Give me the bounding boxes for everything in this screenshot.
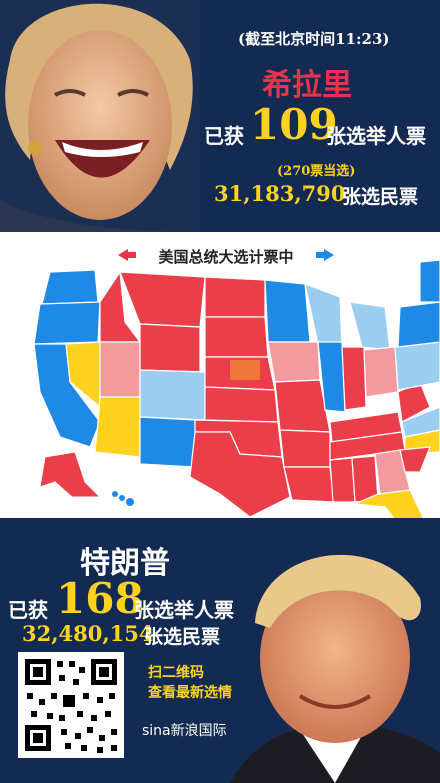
scan-line2: 查看最新选情 [148, 685, 232, 701]
trump-photo [230, 554, 440, 783]
clinton-popular-suffix: 张选民票 [342, 186, 419, 208]
clinton-electoral-prefix: 已获 [204, 124, 244, 148]
time-note: (截至北京时间11:23) [238, 30, 390, 48]
trump-electoral-suffix: 张选举人票 [134, 598, 234, 622]
bottom-panel: 特朗普 已获 168 张选举人票 32,480,154 张选民票 扫二维码 查看… [0, 518, 440, 783]
trump-popular-votes: 32,480,154 [22, 621, 154, 646]
trump-electoral-votes: 168 [56, 574, 144, 623]
clinton-photo [0, 0, 200, 232]
sina-brand: sina新浪国际 [142, 723, 227, 739]
trump-popular-suffix: 张选民票 [144, 626, 221, 648]
clinton-name: 希拉里 [262, 68, 352, 103]
qr-code[interactable] [18, 652, 124, 758]
arrow-right-icon [324, 249, 334, 261]
clinton-electoral-suffix: 张选举人票 [326, 124, 426, 148]
map-panel: 美国总统大选计票中 [0, 232, 440, 518]
top-panel: (截至北京时间11:23) 希拉里 已获 109 张选举人票 (270票当选) … [0, 0, 440, 232]
clinton-popular-votes: 31,183,790 [214, 181, 346, 206]
trump-name: 特朗普 [80, 546, 170, 581]
clinton-electoral-votes: 109 [250, 100, 338, 149]
us-election-map: 美国总统大选计票中 [33, 248, 440, 518]
threshold-note: (270票当选) [277, 164, 356, 179]
qr-code-icon [21, 655, 121, 755]
trump-electoral-prefix: 已获 [8, 598, 48, 622]
scan-line1: 扫二维码 [148, 665, 204, 681]
arrow-left-icon [118, 249, 128, 261]
map-title: 美国总统大选计票中 [158, 248, 293, 266]
